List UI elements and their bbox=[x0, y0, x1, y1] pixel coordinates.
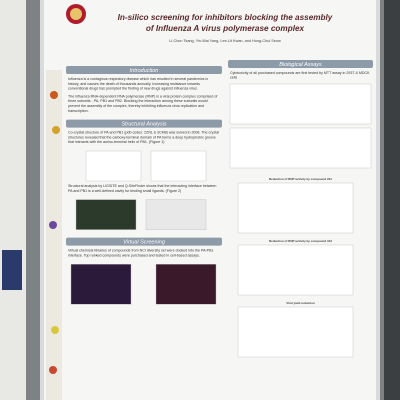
molecule bbox=[49, 221, 57, 229]
section-heading: Virtual Screening bbox=[123, 240, 166, 246]
title-line: of Influenza A virus polymerase complex bbox=[146, 24, 305, 33]
content: Introduction Influenza is a contagious re… bbox=[66, 60, 373, 358]
figure bbox=[229, 83, 372, 125]
neighbor-poster bbox=[0, 0, 26, 400]
neighbor-figure bbox=[2, 250, 22, 290]
section-heading: Biological Assays bbox=[279, 62, 322, 68]
chart-title: Reduction of RNP activity by compound 31… bbox=[269, 239, 332, 243]
molecule bbox=[52, 126, 60, 134]
molecule bbox=[50, 91, 58, 99]
section-header bbox=[228, 60, 373, 68]
figure bbox=[229, 127, 372, 169]
paragraph: Virtual chemical libraries of compounds … bbox=[68, 249, 213, 258]
figure bbox=[237, 182, 354, 234]
figure bbox=[85, 150, 142, 182]
figure bbox=[237, 306, 354, 358]
figure bbox=[70, 264, 132, 305]
paragraph: Co-crystal structure of PA and PB1 (pdb … bbox=[68, 131, 219, 145]
chart-title: Reduction of RNP activity by compound 22… bbox=[269, 177, 332, 181]
figure bbox=[150, 150, 207, 182]
wall-edge bbox=[384, 0, 400, 400]
section-header bbox=[66, 237, 222, 246]
figure bbox=[155, 264, 217, 305]
paragraph: Cytotoxicity of all purchased compounds … bbox=[230, 71, 370, 80]
figure bbox=[237, 244, 354, 296]
molecule-strip bbox=[46, 70, 62, 400]
strip bbox=[46, 70, 62, 400]
logo-inner bbox=[70, 8, 82, 20]
title-line: In-silico screening for inhibitors block… bbox=[118, 13, 333, 22]
figure bbox=[145, 199, 207, 230]
section-heading: Introduction bbox=[130, 68, 159, 74]
molecule bbox=[51, 326, 59, 334]
paragraph: Influenza is a contagious respiratory di… bbox=[68, 77, 208, 91]
paragraph: Structural analysis by LIGSITE and Q-Sit… bbox=[68, 184, 216, 193]
molecule bbox=[49, 366, 57, 374]
section-heading: Structural Analysis bbox=[121, 122, 167, 128]
section-header bbox=[66, 119, 222, 128]
paragraph: The influenza RNA-dependent RNA polymera… bbox=[68, 94, 217, 112]
section-header bbox=[66, 66, 222, 74]
chart-title: Viral yield reduction bbox=[286, 301, 315, 305]
figure bbox=[75, 199, 137, 230]
authors: Li-Chun Tsang, Yin-Wai Yang, Lee-Lit Kwa… bbox=[169, 39, 281, 43]
